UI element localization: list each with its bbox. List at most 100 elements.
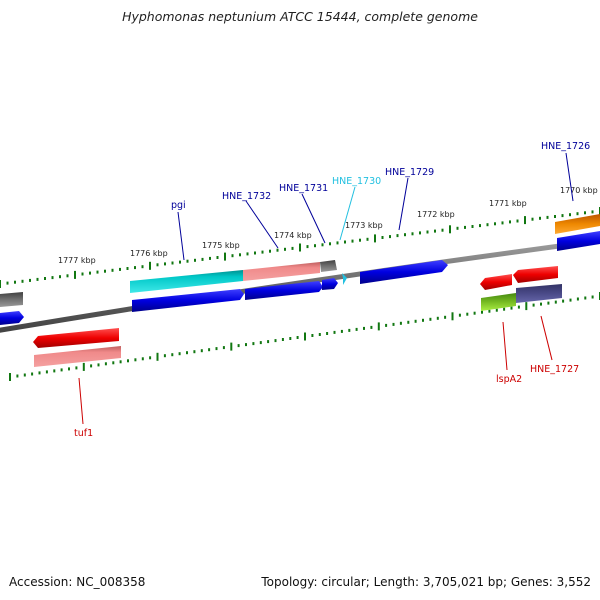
scale-tick [171, 261, 174, 265]
gene-pgi[interactable] [130, 270, 243, 293]
scale-tick [351, 239, 354, 243]
leader-hne1731 [301, 193, 326, 244]
scale-tick [299, 243, 301, 252]
gene-hne1727[interactable] [516, 284, 562, 303]
gene-tuf1[interactable] [34, 346, 121, 367]
accession-text: Accession: NC_008358 [9, 575, 146, 589]
gene-orange-right[interactable] [555, 214, 600, 234]
scale-tick [186, 351, 188, 355]
label-hne1731[interactable]: HNE_1731 [279, 183, 328, 194]
scale-tick [503, 307, 506, 311]
scale-tick [389, 235, 391, 239]
scale-tick [186, 259, 189, 263]
scale-tick [44, 277, 46, 280]
gene-blue-1[interactable] [132, 289, 244, 312]
scale-tick [45, 370, 48, 374]
scale-tick [59, 275, 61, 279]
scale-tick [466, 312, 469, 316]
gene-blue-3[interactable] [322, 278, 338, 290]
label-hne1726[interactable]: HNE_1726 [541, 141, 590, 152]
gene-hne1726[interactable] [557, 231, 600, 251]
label-hne1727[interactable]: HNE_1727 [530, 364, 579, 375]
scale-tick [171, 353, 174, 357]
scale-tick [231, 254, 234, 258]
scale-tick [276, 248, 279, 252]
scale-tick [75, 366, 78, 370]
scale-tick [164, 262, 166, 266]
scale-tick [267, 340, 270, 344]
topology-text: Topology: circular; Length: 3,705,021 bp… [261, 575, 591, 589]
scale-tick [14, 280, 16, 284]
scale-tick [6, 281, 9, 285]
scale-tick [414, 319, 417, 323]
scale-tick [245, 343, 247, 347]
gene-hne1732[interactable] [243, 262, 320, 281]
outer-scale-ticks [0, 207, 600, 288]
scale-tick [473, 311, 476, 315]
scale-tick [554, 300, 557, 304]
gene-red-lower-2[interactable] [513, 266, 558, 283]
scale-label-1772: 1772 kbp [417, 210, 455, 219]
scale-tick [451, 312, 454, 321]
scale-tick [38, 371, 41, 375]
scale-tick [281, 338, 284, 341]
gene-red-lower-1[interactable] [480, 274, 512, 290]
label-lspa2[interactable]: lspA2 [496, 374, 522, 385]
scale-tick [141, 265, 144, 269]
scale-tick [269, 249, 271, 253]
scale-tick [441, 228, 444, 232]
scale-tick [481, 310, 483, 314]
scale-label-1770: 1770 kbp [560, 186, 598, 195]
scale-tick [127, 359, 129, 363]
label-hne1732[interactable]: HNE_1732 [222, 191, 271, 202]
gene-blue-left[interactable] [0, 311, 24, 325]
gene-gray-left[interactable] [0, 292, 23, 307]
label-pgi[interactable]: pgi [171, 200, 186, 211]
scale-tick [21, 279, 24, 283]
leader-hne1726 [565, 152, 574, 202]
scale-tick [259, 341, 262, 345]
scale-tick [81, 272, 84, 276]
scale-tick [16, 374, 19, 378]
scale-tick [134, 266, 136, 270]
scale-tick [524, 216, 526, 225]
label-hne1729[interactable]: HNE_1729 [385, 167, 434, 178]
genome-backbone [0, 238, 600, 333]
scale-tick [486, 223, 489, 227]
scale-tick [291, 246, 294, 250]
gene-hne1730[interactable] [342, 273, 347, 285]
scale-tick [53, 369, 56, 373]
scale-tick [194, 258, 196, 262]
scale-tick [426, 230, 429, 234]
scale-tick [359, 238, 361, 242]
scale-tick [119, 267, 121, 271]
leader-hne1727 [540, 315, 553, 361]
label-tuf1[interactable]: tuf1 [74, 428, 93, 439]
scale-tick [377, 322, 380, 331]
gene-lspa2[interactable] [481, 293, 516, 311]
scale-tick [471, 225, 474, 228]
scale-tick [200, 349, 203, 353]
scale-tick [434, 229, 436, 233]
label-hne1730[interactable]: HNE_1730 [332, 176, 381, 187]
gene-blue-2[interactable] [245, 281, 323, 300]
gene-hne1729[interactable] [360, 260, 448, 284]
scale-tick [407, 320, 410, 324]
scale-tick [311, 334, 314, 337]
gene-tuf1-red[interactable] [33, 328, 119, 348]
scale-tick [222, 346, 225, 350]
scale-tick [392, 322, 395, 326]
scale-tick [29, 278, 31, 282]
scale-tick [488, 309, 491, 313]
leader-lspa2 [502, 321, 508, 371]
leader-hne1732 [245, 200, 279, 249]
scale-tick [126, 267, 129, 270]
scale-tick [531, 217, 534, 221]
scale-tick [547, 301, 550, 305]
gene-hne1731[interactable] [320, 260, 337, 272]
scale-tick [326, 332, 329, 335]
scale-tick [591, 295, 594, 299]
scale-tick [444, 315, 447, 319]
scale-tick [74, 270, 76, 279]
scale-tick [306, 245, 309, 249]
